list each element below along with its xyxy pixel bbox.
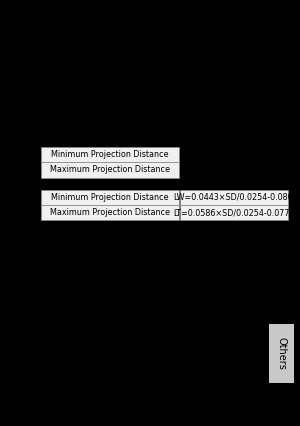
FancyBboxPatch shape [179, 205, 287, 220]
FancyBboxPatch shape [40, 147, 178, 162]
Text: LW=0.0443×SD/0.0254-0.080: LW=0.0443×SD/0.0254-0.080 [174, 193, 293, 202]
Text: LT=0.0586×SD/0.0254-0.0774: LT=0.0586×SD/0.0254-0.0774 [173, 208, 294, 217]
FancyBboxPatch shape [179, 190, 287, 205]
FancyBboxPatch shape [268, 324, 294, 383]
FancyBboxPatch shape [40, 190, 178, 205]
Text: Maximum Projection Distance: Maximum Projection Distance [50, 165, 169, 175]
FancyBboxPatch shape [40, 162, 178, 178]
Text: Minimum Projection Distance: Minimum Projection Distance [51, 193, 168, 202]
FancyBboxPatch shape [40, 205, 178, 220]
Text: Minimum Projection Distance: Minimum Projection Distance [51, 150, 168, 159]
Text: Others: Others [276, 337, 286, 370]
Text: Maximum Projection Distance: Maximum Projection Distance [50, 208, 169, 217]
